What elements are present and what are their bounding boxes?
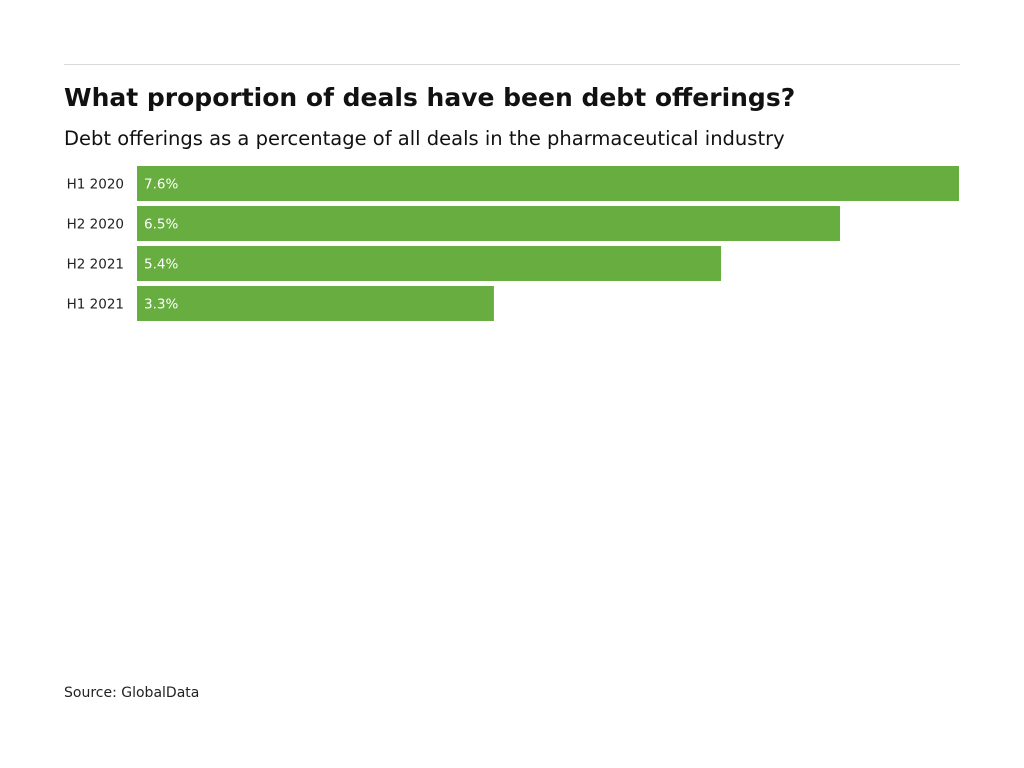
chart-subtitle: Debt offerings as a percentage of all de…	[64, 127, 785, 150]
bar-row: H2 2021 5.4%	[67, 246, 722, 281]
data-label: 7.6%	[144, 177, 178, 193]
bar-row: H1 2021 3.3%	[67, 286, 494, 321]
bar-row: H1 2020 7.6%	[67, 166, 959, 201]
bar	[137, 206, 841, 241]
data-label: 5.4%	[144, 257, 178, 273]
bar	[137, 286, 494, 321]
category-label: H2 2021	[67, 257, 124, 273]
source-note: Source: GlobalData	[64, 685, 200, 701]
category-label: H2 2020	[67, 217, 124, 233]
bar	[137, 246, 722, 281]
bar	[137, 166, 959, 201]
top-divider	[64, 64, 960, 65]
data-label: 6.5%	[144, 217, 178, 233]
bar-row: H2 2020 6.5%	[67, 206, 841, 241]
category-label: H1 2021	[67, 297, 124, 313]
data-label: 3.3%	[144, 297, 178, 313]
chart-title: What proportion of deals have been debt …	[64, 83, 796, 112]
category-label: H1 2020	[67, 177, 124, 193]
